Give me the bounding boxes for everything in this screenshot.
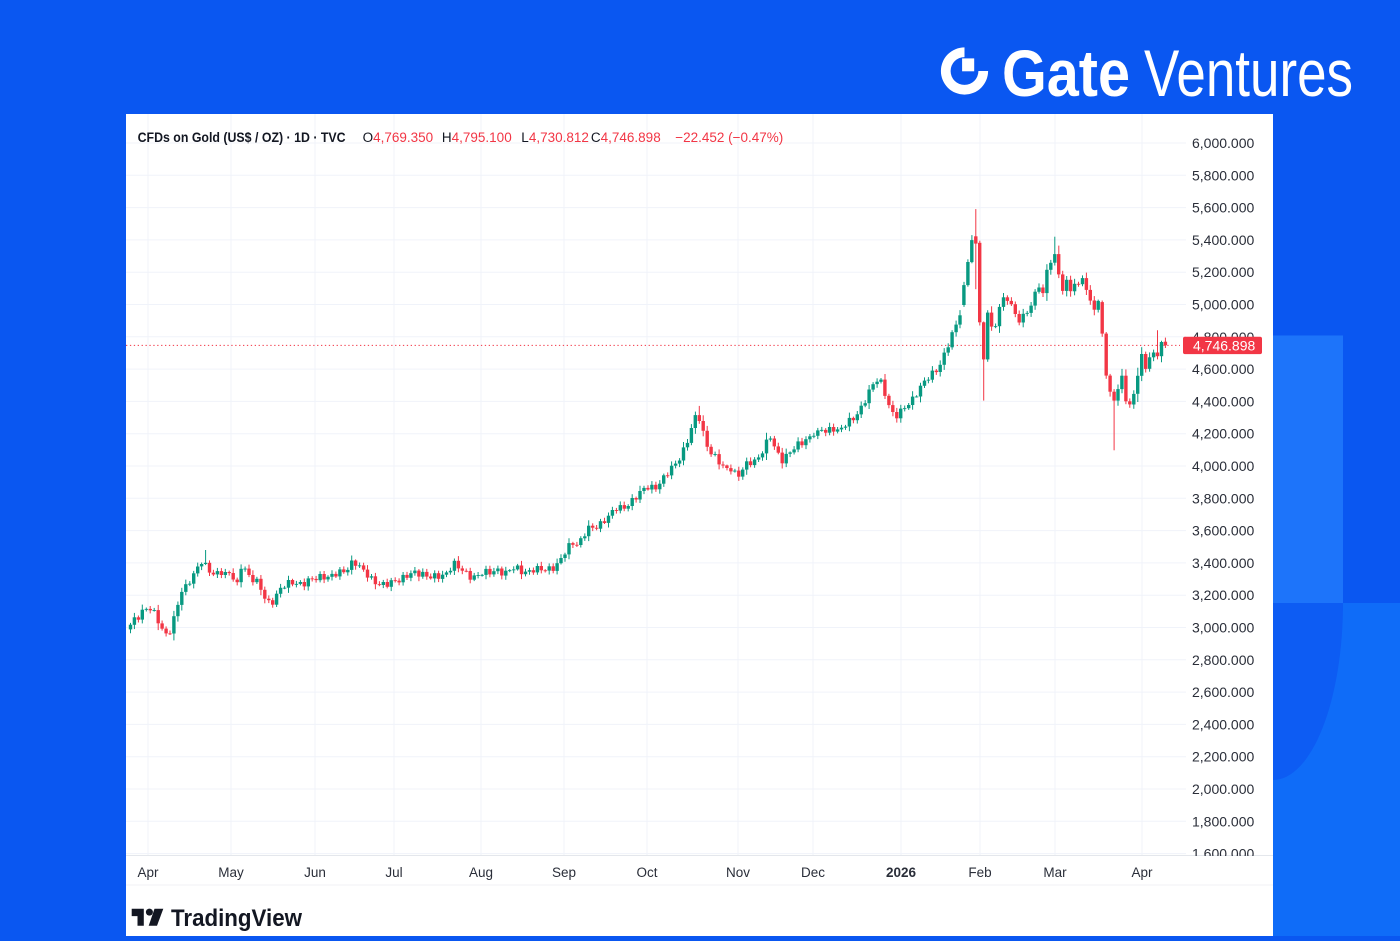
svg-text:TradingView: TradingView <box>171 905 303 932</box>
svg-text:4,000.000: 4,000.000 <box>1192 458 1254 474</box>
svg-text:4,600.000: 4,600.000 <box>1192 361 1254 377</box>
svg-text:CFDs on Gold (US$ / OZ) · 1D ·: CFDs on Gold (US$ / OZ) · 1D · TVC <box>138 129 346 145</box>
svg-text:O4,769.350: O4,769.350 <box>363 130 434 145</box>
svg-text:5,800.000: 5,800.000 <box>1192 167 1254 183</box>
svg-text:3,200.000: 3,200.000 <box>1192 587 1254 603</box>
svg-text:Oct: Oct <box>636 865 657 880</box>
svg-text:Aug: Aug <box>469 865 493 880</box>
svg-text:−22.452 (−0.47%): −22.452 (−0.47%) <box>675 130 783 145</box>
svg-text:2,800.000: 2,800.000 <box>1192 652 1254 668</box>
svg-text:5,600.000: 5,600.000 <box>1192 200 1254 216</box>
svg-text:4,746.898: 4,746.898 <box>1193 337 1255 353</box>
svg-text:2,200.000: 2,200.000 <box>1192 749 1254 765</box>
svg-text:L4,730.812: L4,730.812 <box>521 130 589 145</box>
svg-text:Sep: Sep <box>552 865 576 880</box>
svg-text:4,200.000: 4,200.000 <box>1192 426 1254 442</box>
svg-text:Dec: Dec <box>801 865 825 880</box>
svg-text:Apr: Apr <box>137 865 159 880</box>
svg-text:1,800.000: 1,800.000 <box>1192 813 1254 829</box>
svg-text:5,400.000: 5,400.000 <box>1192 232 1254 248</box>
svg-text:May: May <box>218 865 244 880</box>
svg-text:Jun: Jun <box>304 865 326 880</box>
svg-text:Mar: Mar <box>1043 865 1067 880</box>
svg-text:2,400.000: 2,400.000 <box>1192 716 1254 732</box>
svg-text:Gate: Gate <box>1002 40 1130 106</box>
svg-text:3,800.000: 3,800.000 <box>1192 490 1254 506</box>
svg-text:2,600.000: 2,600.000 <box>1192 684 1254 700</box>
svg-text:3,000.000: 3,000.000 <box>1192 620 1254 636</box>
svg-text:Nov: Nov <box>726 865 750 880</box>
svg-text:Apr: Apr <box>1131 865 1153 880</box>
svg-text:H4,795.100: H4,795.100 <box>442 130 512 145</box>
svg-text:5,000.000: 5,000.000 <box>1192 297 1254 313</box>
svg-text:C4,746.898: C4,746.898 <box>591 130 661 145</box>
svg-text:Feb: Feb <box>968 865 991 880</box>
svg-text:3,400.000: 3,400.000 <box>1192 555 1254 571</box>
svg-text:Jul: Jul <box>385 865 402 880</box>
svg-text:Ventures: Ventures <box>1144 40 1353 106</box>
svg-text:3,600.000: 3,600.000 <box>1192 523 1254 539</box>
svg-text:6,000.000: 6,000.000 <box>1192 135 1254 151</box>
svg-text:2026: 2026 <box>886 865 917 880</box>
svg-text:2,000.000: 2,000.000 <box>1192 781 1254 797</box>
svg-text:5,200.000: 5,200.000 <box>1192 264 1254 280</box>
svg-text:4,400.000: 4,400.000 <box>1192 393 1254 409</box>
